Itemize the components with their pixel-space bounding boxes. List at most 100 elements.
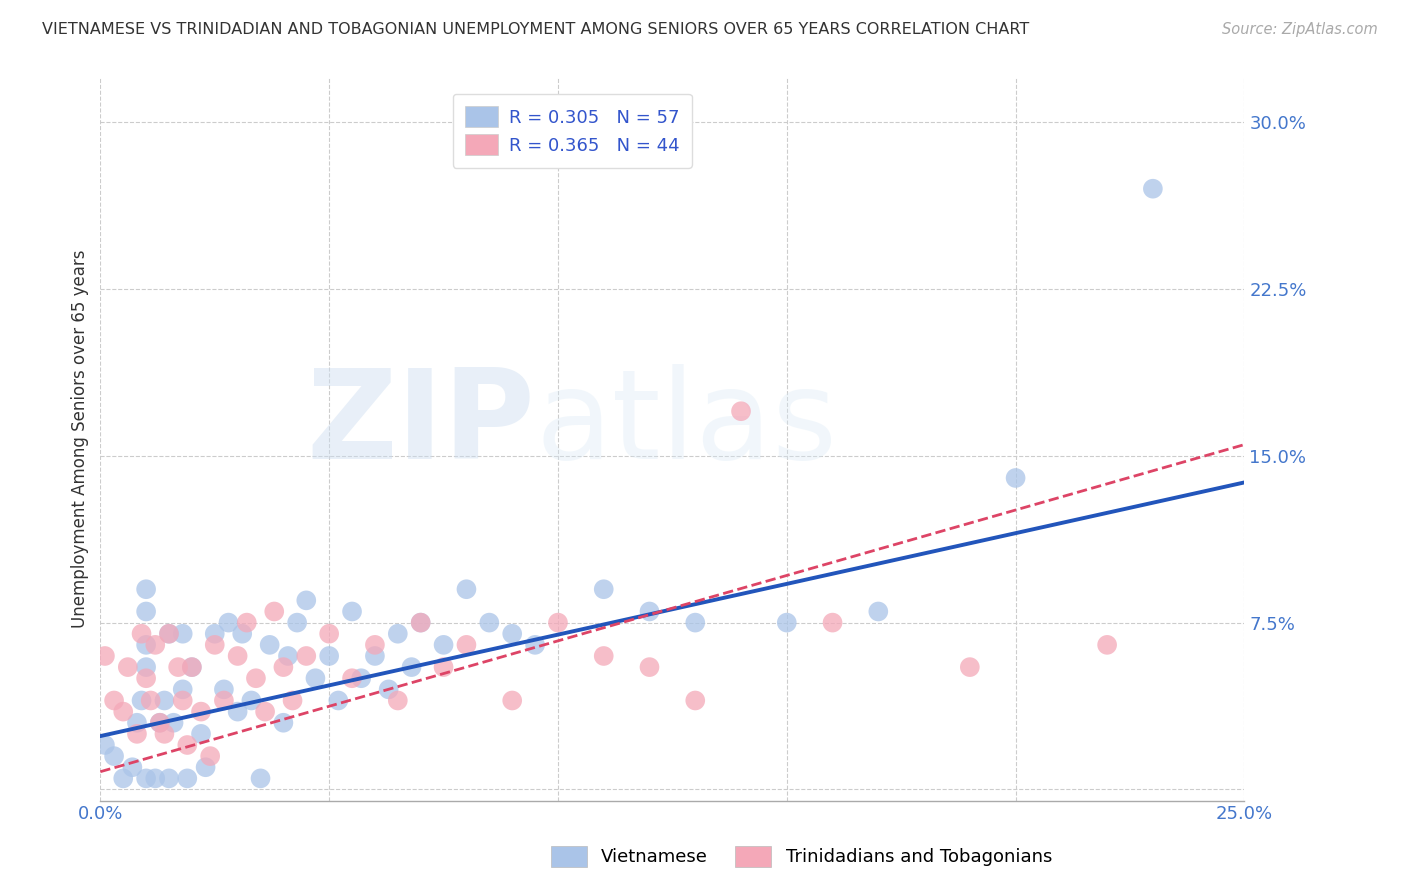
Point [524, 638, 547, 652]
Point [190, 727, 212, 741]
Point [212, 693, 235, 707]
Point [172, 682, 194, 697]
Point [125, 727, 148, 741]
Point [117, 660, 139, 674]
Text: atlas: atlas [536, 364, 837, 485]
Point [304, 671, 326, 685]
Point [1142, 182, 1164, 196]
Point [401, 660, 423, 674]
Point [364, 638, 387, 652]
Point [226, 648, 249, 663]
Point [249, 772, 271, 786]
Text: VIETNAMESE VS TRINIDADIAN AND TOBAGONIAN UNEMPLOYMENT AMONG SENIORS OVER 65 YEAR: VIETNAMESE VS TRINIDADIAN AND TOBAGONIAN… [42, 22, 1029, 37]
Point [387, 693, 409, 707]
Point [683, 615, 706, 630]
Point [959, 660, 981, 674]
Point [231, 626, 253, 640]
Point [180, 660, 202, 674]
Point [135, 660, 157, 674]
Point [1095, 638, 1118, 652]
Y-axis label: Unemployment Among Seniors over 65 years: Unemployment Among Seniors over 65 years [72, 250, 89, 628]
Point [478, 615, 501, 630]
Point [501, 693, 523, 707]
Point [167, 660, 190, 674]
Point [592, 582, 614, 597]
Point [149, 715, 172, 730]
Point [112, 772, 135, 786]
Point [409, 615, 432, 630]
Legend: R = 0.305   N = 57, R = 0.365   N = 44: R = 0.305 N = 57, R = 0.365 N = 44 [453, 94, 692, 168]
Point [143, 772, 166, 786]
Point [162, 715, 184, 730]
Point [318, 648, 340, 663]
Point [236, 615, 259, 630]
Point [821, 615, 844, 630]
Point [180, 660, 202, 674]
Point [273, 715, 295, 730]
Point [868, 605, 890, 619]
Point [172, 693, 194, 707]
Point [204, 638, 226, 652]
Point [176, 738, 198, 752]
Point [103, 693, 125, 707]
Point [157, 772, 180, 786]
Point [285, 615, 308, 630]
Point [194, 760, 217, 774]
Point [340, 671, 363, 685]
Point [135, 582, 157, 597]
Point [547, 615, 569, 630]
Point [135, 605, 157, 619]
Point [501, 626, 523, 640]
Point [240, 693, 263, 707]
Point [149, 715, 172, 730]
Point [364, 648, 387, 663]
Point [295, 593, 318, 607]
Point [377, 682, 399, 697]
Point [135, 671, 157, 685]
Point [683, 693, 706, 707]
Point [112, 705, 135, 719]
Point [212, 682, 235, 697]
Point [153, 727, 176, 741]
Point [218, 615, 240, 630]
Point [125, 715, 148, 730]
Point [1004, 471, 1026, 485]
Point [273, 660, 295, 674]
Point [776, 615, 799, 630]
Point [340, 605, 363, 619]
Point [638, 605, 661, 619]
Point [94, 738, 117, 752]
Point [432, 638, 454, 652]
Point [121, 760, 143, 774]
Point [153, 693, 176, 707]
Point [263, 605, 285, 619]
Point [131, 626, 153, 640]
Point [190, 705, 212, 719]
Point [157, 626, 180, 640]
Point [198, 749, 221, 764]
Point [245, 671, 267, 685]
Point [259, 638, 281, 652]
Point [281, 693, 304, 707]
Point [176, 772, 198, 786]
Point [456, 638, 478, 652]
Point [409, 615, 432, 630]
Point [328, 693, 350, 707]
Point [103, 749, 125, 764]
Point [277, 648, 299, 663]
Text: ZIP: ZIP [307, 364, 536, 485]
Point [730, 404, 752, 418]
Point [638, 660, 661, 674]
Point [254, 705, 277, 719]
Point [432, 660, 454, 674]
Point [204, 626, 226, 640]
Point [139, 693, 162, 707]
Point [157, 626, 180, 640]
Point [226, 705, 249, 719]
Point [592, 648, 614, 663]
Point [350, 671, 373, 685]
Point [131, 693, 153, 707]
Point [172, 626, 194, 640]
Point [456, 582, 478, 597]
Point [135, 638, 157, 652]
